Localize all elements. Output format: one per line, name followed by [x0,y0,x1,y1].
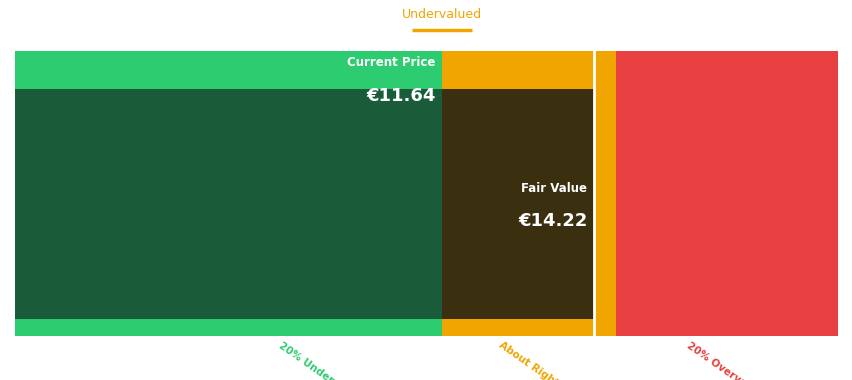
Text: Fair Value: Fair Value [521,182,587,195]
Text: Undervalued: Undervalued [401,8,481,21]
Text: €11.64: €11.64 [366,87,435,105]
Text: 18.1%: 18.1% [406,0,478,2]
Text: About Right: About Right [497,340,560,380]
Text: 20% Undervalued: 20% Undervalued [277,340,367,380]
Bar [15,89,441,319]
Text: Current Price: Current Price [347,56,435,70]
Bar [15,68,441,89]
Bar [441,89,594,319]
Bar [15,51,441,68]
Bar [15,319,441,336]
Bar [15,68,441,89]
Bar [615,51,837,336]
Bar [441,51,615,336]
Text: €14.22: €14.22 [517,212,587,230]
Text: 20% Overvalued: 20% Overvalued [683,340,768,380]
Bar [15,51,441,336]
